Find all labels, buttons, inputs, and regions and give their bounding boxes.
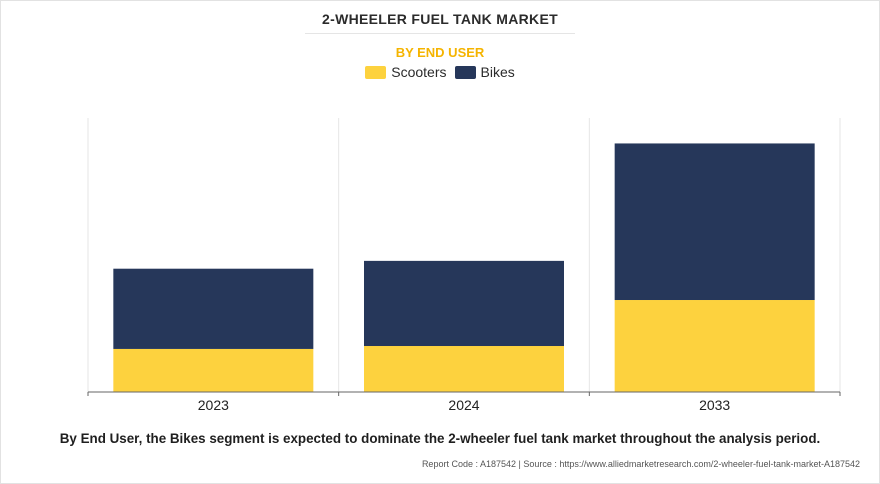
chart-legend: Scooters Bikes [0,64,880,80]
x-tick-label-2023: 2023 [198,397,229,413]
bar-bikes-2033 [614,143,815,301]
x-tick-label-2024: 2024 [448,397,479,413]
legend-swatch-bikes [454,65,476,79]
chart-title: 2-WHEELER FUEL TANK MARKET [322,11,558,27]
title-divider [305,33,575,34]
source-note: Report Code : A187542 | Source : https:/… [421,459,860,469]
legend-label-scooters: Scooters [391,64,447,80]
legend-item-bikes: Bikes [454,64,515,80]
bar-scooters-2033 [614,300,815,392]
legend-item-scooters: Scooters [365,64,447,80]
bar-scooters-2023 [113,348,314,392]
bar-bikes-2024 [364,260,564,347]
bar-bikes-2023 [113,268,314,349]
chart-subtitle: BY END USER [395,45,485,60]
legend-label-bikes: Bikes [480,64,515,80]
legend-swatch-scooters [365,65,387,79]
chart-caption: By End User, the Bikes segment is expect… [59,431,821,446]
bar-scooters-2024 [364,346,564,392]
x-tick-label-2033: 2033 [699,397,730,413]
